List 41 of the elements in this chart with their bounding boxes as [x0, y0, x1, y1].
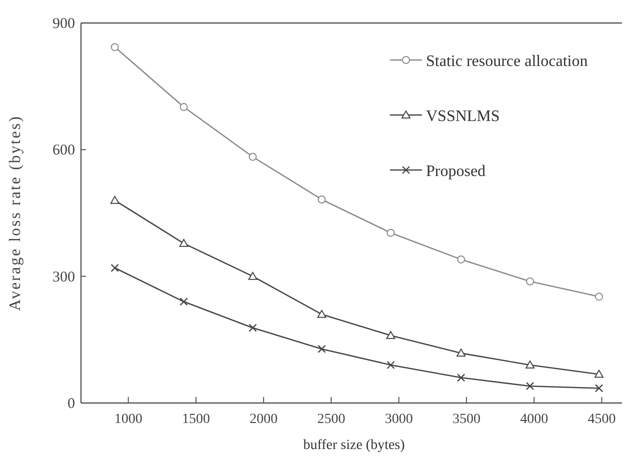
x-tick-label: 1000 [114, 412, 142, 427]
point [526, 382, 534, 390]
point [457, 255, 466, 264]
point [526, 277, 534, 286]
x-tick-label: 4000 [520, 412, 548, 427]
x-axis-title: buffer size (bytes) [303, 438, 406, 453]
x-tick-label: 2500 [317, 412, 346, 427]
point [594, 370, 604, 378]
legend-label: Proposed [426, 163, 486, 180]
y-tick-label: 600 [52, 142, 75, 159]
legend-label: VSSNLMS [426, 108, 500, 125]
point [317, 310, 326, 318]
x-tick-label: 4500 [588, 412, 616, 427]
legend-label: Static resource allocation [426, 53, 588, 70]
point [110, 264, 119, 272]
point [248, 324, 257, 332]
point [318, 195, 326, 204]
point [594, 384, 604, 392]
y-tick-label: 0 [68, 396, 75, 412]
y-axis-title: Average loss rate (bytes) [7, 115, 24, 311]
point [386, 228, 395, 237]
point [318, 344, 326, 354]
point [456, 348, 466, 357]
y-tick-label: 900 [52, 16, 75, 32]
point [248, 152, 257, 161]
point [248, 272, 258, 280]
point [386, 330, 396, 339]
point [180, 103, 188, 112]
point [456, 374, 466, 382]
y-tick-label: 300 [52, 269, 75, 286]
x-tick-label: 2000 [250, 412, 278, 427]
x-tick-label: 3000 [384, 412, 413, 427]
point [110, 196, 120, 204]
point [179, 238, 188, 247]
point [526, 360, 535, 368]
point [595, 292, 604, 301]
x-tick-label: 3500 [452, 412, 480, 427]
x-tick-label: 1500 [182, 412, 210, 427]
point [386, 360, 395, 370]
point [180, 298, 188, 306]
point [110, 43, 119, 52]
